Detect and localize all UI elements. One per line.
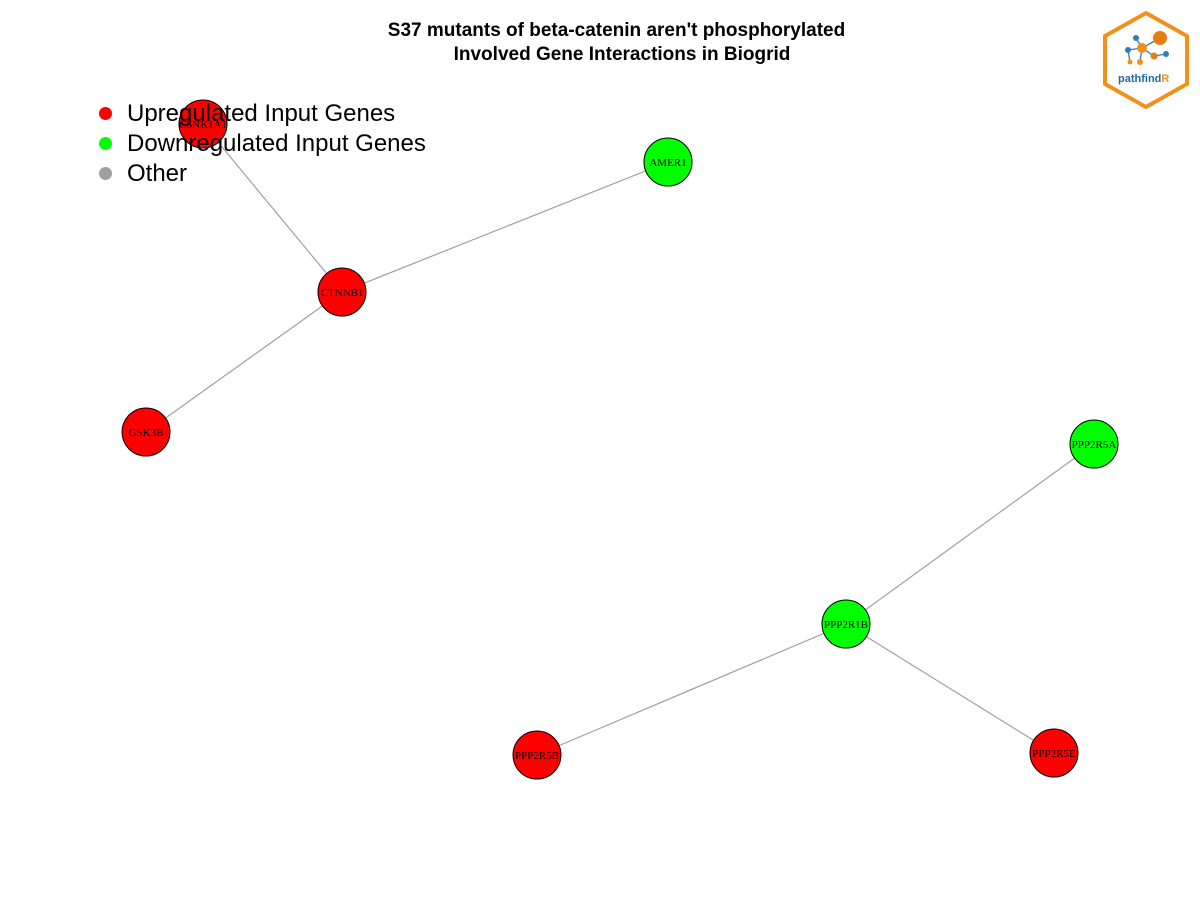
logo-text-accent: R bbox=[1161, 73, 1169, 85]
legend-label-other: Other bbox=[127, 160, 188, 187]
node-label-gsk3b: GSK3B bbox=[129, 427, 164, 439]
node-circle-amer1[interactable] bbox=[643, 137, 693, 187]
edge-ppp2r1b-ppp2r5b bbox=[536, 623, 847, 756]
node-gsk3b[interactable]: GSK3B bbox=[121, 407, 171, 457]
node-csnk1a1[interactable]: CSNK1A1 bbox=[178, 99, 228, 149]
chart-subtitle: Involved Gene Interactions in Biogrid bbox=[453, 44, 791, 65]
edge-layer bbox=[145, 123, 1095, 756]
node-label-csnk1a1: CSNK1A1 bbox=[179, 119, 227, 131]
legend-dot-upregulated bbox=[99, 107, 112, 120]
node-ppp2r5e[interactable]: PPP2R5E bbox=[1029, 728, 1079, 778]
legend-item-downregulated: Downregulated Input Genes bbox=[96, 129, 426, 159]
node-layer: CSNK1A1 AMER1 CTNNB1 GSK3B PPP2R5A PPP2R1B PPP… bbox=[121, 99, 1119, 780]
legend-dot-downregulated bbox=[99, 137, 112, 150]
node-circle-ppp2r5a[interactable] bbox=[1069, 419, 1119, 469]
node-ppp2r5a[interactable]: PPP2R5A bbox=[1069, 419, 1119, 469]
legend: Upregulated Input Genes Downregulated In… bbox=[96, 99, 426, 189]
node-circle-ppp2r5e[interactable] bbox=[1029, 728, 1079, 778]
node-ppp2r1b[interactable]: PPP2R1B bbox=[821, 599, 871, 649]
node-label-ppp2r1b: PPP2R1B bbox=[824, 619, 868, 631]
chart-title: S37 mutants of beta-catenin aren't phosp… bbox=[387, 20, 846, 41]
node-ppp2r5b[interactable]: PPP2R5B bbox=[512, 730, 562, 780]
node-circle-csnk1a1[interactable] bbox=[178, 99, 228, 149]
edge-ppp2r1b-ppp2r5e bbox=[845, 623, 1055, 754]
node-label-ctnnb1: CTNNB1 bbox=[321, 287, 364, 299]
legend-dot-other bbox=[99, 167, 112, 180]
legend-label-downregulated: Downregulated Input Genes bbox=[127, 130, 426, 157]
edge-ctnnb1-gsk3b bbox=[145, 291, 343, 433]
node-circle-ctnnb1[interactable] bbox=[317, 267, 367, 317]
edge-csnk1a1-ctnnb1 bbox=[202, 123, 343, 293]
edge-ppp2r5a-ppp2r1b bbox=[845, 443, 1095, 625]
node-label-amer1: AMER1 bbox=[649, 157, 686, 169]
edge-amer1-ctnnb1 bbox=[341, 161, 669, 293]
svg-text:pathfindR: pathfindR bbox=[1118, 73, 1169, 85]
node-circle-ppp2r5b[interactable] bbox=[512, 730, 562, 780]
node-amer1[interactable]: AMER1 bbox=[643, 137, 693, 187]
legend-item-upregulated: Upregulated Input Genes bbox=[96, 99, 426, 129]
node-label-ppp2r5e: PPP2R5E bbox=[1032, 748, 1076, 760]
pathfindr-logo: pathfindR bbox=[1103, 10, 1189, 110]
legend-item-other: Other bbox=[96, 159, 426, 189]
node-ctnnb1[interactable]: CTNNB1 bbox=[317, 267, 367, 317]
node-label-ppp2r5b: PPP2R5B bbox=[515, 750, 559, 762]
logo-text: pathfind bbox=[1118, 73, 1161, 85]
legend-label-upregulated: Upregulated Input Genes bbox=[127, 100, 396, 127]
node-circle-gsk3b[interactable] bbox=[121, 407, 171, 457]
node-circle-ppp2r1b[interactable] bbox=[821, 599, 871, 649]
node-label-ppp2r5a: PPP2R5A bbox=[1072, 439, 1117, 451]
